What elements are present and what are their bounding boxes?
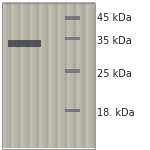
FancyBboxPatch shape	[64, 69, 80, 73]
Text: 18. kDa: 18. kDa	[97, 108, 134, 118]
Text: 25 kDa: 25 kDa	[97, 69, 132, 79]
Text: 35 kDa: 35 kDa	[97, 36, 132, 46]
FancyBboxPatch shape	[64, 109, 80, 112]
Text: 45 kDa: 45 kDa	[97, 13, 132, 23]
FancyBboxPatch shape	[8, 40, 41, 47]
FancyBboxPatch shape	[64, 37, 80, 40]
FancyBboxPatch shape	[64, 16, 80, 20]
